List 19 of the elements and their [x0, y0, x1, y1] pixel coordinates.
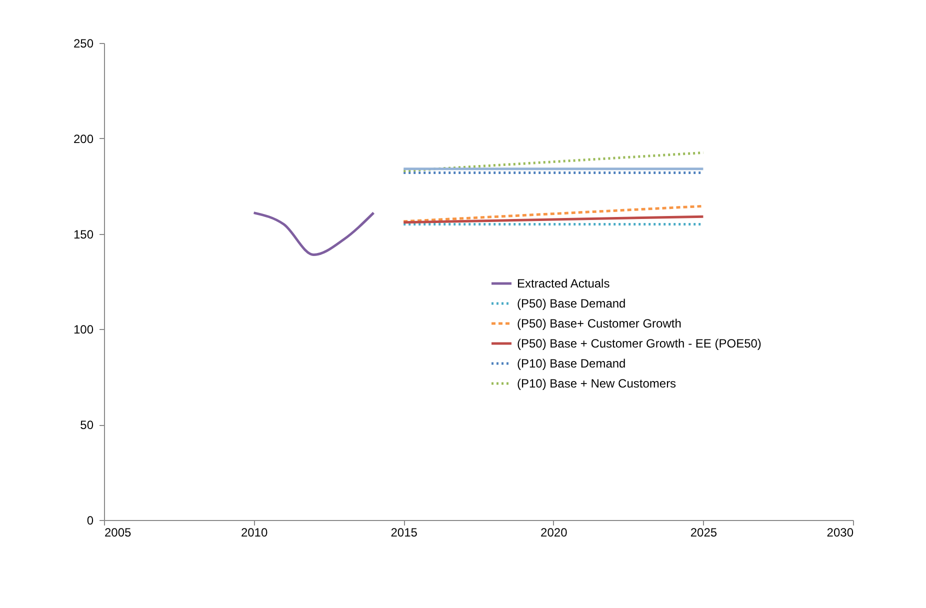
x-tick-label: 2020	[540, 526, 568, 540]
y-tick-label: 0	[86, 514, 94, 528]
x-tick-label: 2015	[390, 526, 418, 540]
x-tick-label: 2030	[826, 526, 854, 540]
x-tick-label: 2005	[104, 526, 132, 540]
x-tick-label: 2025	[690, 526, 718, 540]
legend-label: (P10) Base + New Customers	[517, 376, 676, 390]
x-tick-label: 2010	[240, 526, 268, 540]
legend-label: (P50) Base+ Customer Growth	[517, 316, 682, 330]
legend-label: (P50) Base Demand	[517, 296, 626, 310]
y-tick-label: 250	[73, 36, 94, 50]
y-tick-label: 200	[73, 132, 94, 146]
legend-label: (P10) Base Demand	[517, 356, 626, 370]
y-tick-label: 150	[73, 227, 94, 242]
line-series	[252, 212, 375, 256]
legend-label: (P50) Base + Customer Growth - EE (POE50)	[517, 336, 762, 350]
y-tick-label: 50	[80, 418, 94, 432]
y-tick-label: 100	[73, 322, 94, 337]
legend-label: Extracted Actuals	[517, 276, 610, 290]
